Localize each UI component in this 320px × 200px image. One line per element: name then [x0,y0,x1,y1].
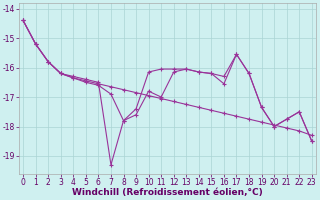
X-axis label: Windchill (Refroidissement éolien,°C): Windchill (Refroidissement éolien,°C) [72,188,263,197]
